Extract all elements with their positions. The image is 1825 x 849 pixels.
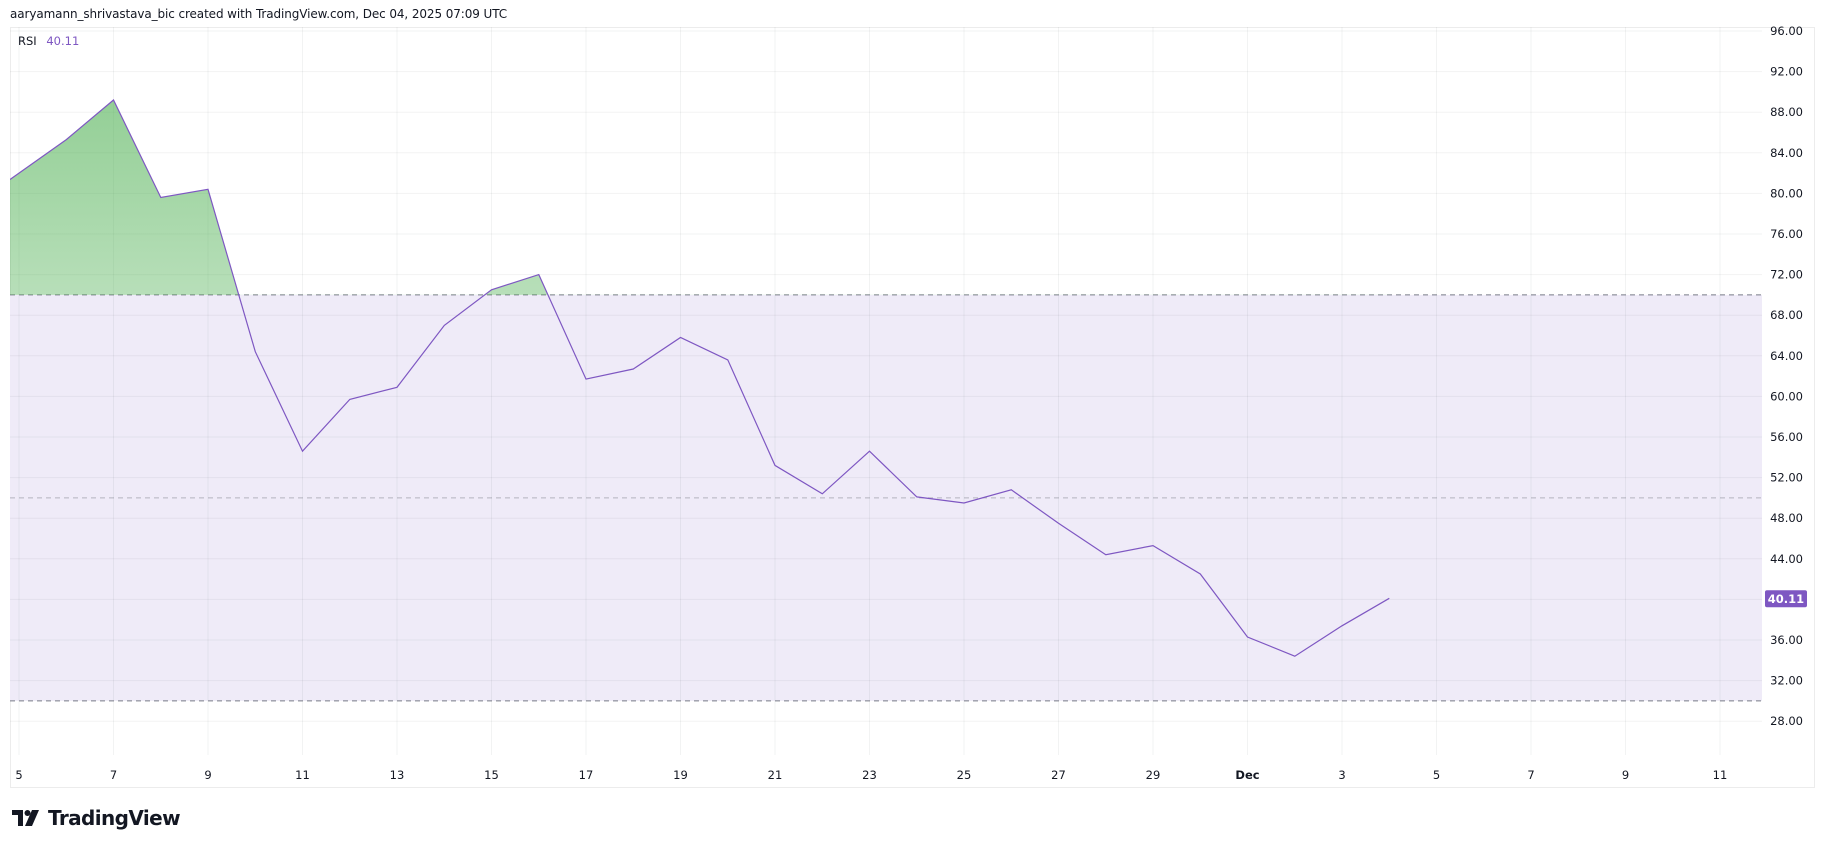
y-tick-label: 32.00: [1770, 674, 1803, 688]
x-tick-label: 5: [15, 768, 22, 782]
x-tick-label: 25: [957, 768, 972, 782]
x-tick-label: 3: [1338, 768, 1345, 782]
y-tick-label: 64.00: [1770, 349, 1803, 363]
y-tick-label: 56.00: [1770, 430, 1803, 444]
rsi-line: [10, 99, 1390, 657]
grid-lines: [10, 27, 1762, 755]
last-value-badge: 40.11: [1765, 590, 1807, 608]
y-tick-label: 44.00: [1770, 552, 1803, 566]
x-tick-label: 17: [579, 768, 594, 782]
y-tick-label: 84.00: [1770, 146, 1803, 160]
legend-indicator-name: RSI: [18, 34, 37, 48]
y-tick-label: 92.00: [1770, 65, 1803, 79]
x-tick-label: 13: [390, 768, 405, 782]
y-tick-label: 52.00: [1770, 471, 1803, 485]
y-tick-label: 36.00: [1770, 633, 1803, 647]
tradingview-logo-icon: [12, 810, 39, 826]
overbought-fill: [10, 100, 1390, 295]
x-tick-label: 9: [204, 768, 211, 782]
x-tick-label: 23: [862, 768, 877, 782]
y-tick-label: 48.00: [1770, 511, 1803, 525]
x-tick-label: 9: [1622, 768, 1629, 782]
x-tick-label: 21: [768, 768, 783, 782]
y-tick-label: 68.00: [1770, 308, 1803, 322]
x-tick-label: 15: [484, 768, 499, 782]
svg-text:40.11: 40.11: [1768, 592, 1804, 606]
time-axis[interactable]: 5 7 9 11 13 15 17 19 21 23 25 27 29 Dec 3 5 7 9 11: [15, 768, 1727, 782]
y-tick-label: 72.00: [1770, 268, 1803, 282]
indicator-legend[interactable]: RSI 40.11: [18, 34, 79, 48]
x-tick-label: 5: [1433, 768, 1440, 782]
x-tick-label: 29: [1146, 768, 1161, 782]
x-tick-label: 19: [673, 768, 688, 782]
y-tick-label: 76.00: [1770, 227, 1803, 241]
x-tick-label: 7: [1527, 768, 1534, 782]
y-tick-label: 88.00: [1770, 105, 1803, 119]
y-tick-label: 60.00: [1770, 389, 1803, 403]
tradingview-logo-text: TradingView: [48, 806, 181, 830]
legend-indicator-value: 40.11: [46, 34, 80, 48]
y-tick-label: 96.00: [1770, 24, 1803, 38]
price-axis[interactable]: 96.00 92.00 88.00 84.00 80.00 76.00 72.00 68.00…: [1770, 24, 1803, 728]
x-tick-label: 27: [1051, 768, 1066, 782]
x-tick-label: 11: [295, 768, 310, 782]
chart-attribution: aaryamann_shrivastava_bic created with T…: [10, 7, 508, 21]
x-tick-label: 7: [110, 768, 117, 782]
y-tick-label: 80.00: [1770, 186, 1803, 200]
y-tick-label: 28.00: [1770, 714, 1803, 728]
x-tick-label: 11: [1713, 768, 1728, 782]
x-tick-label: Dec: [1235, 768, 1259, 782]
tradingview-logo[interactable]: TradingView: [12, 806, 181, 830]
